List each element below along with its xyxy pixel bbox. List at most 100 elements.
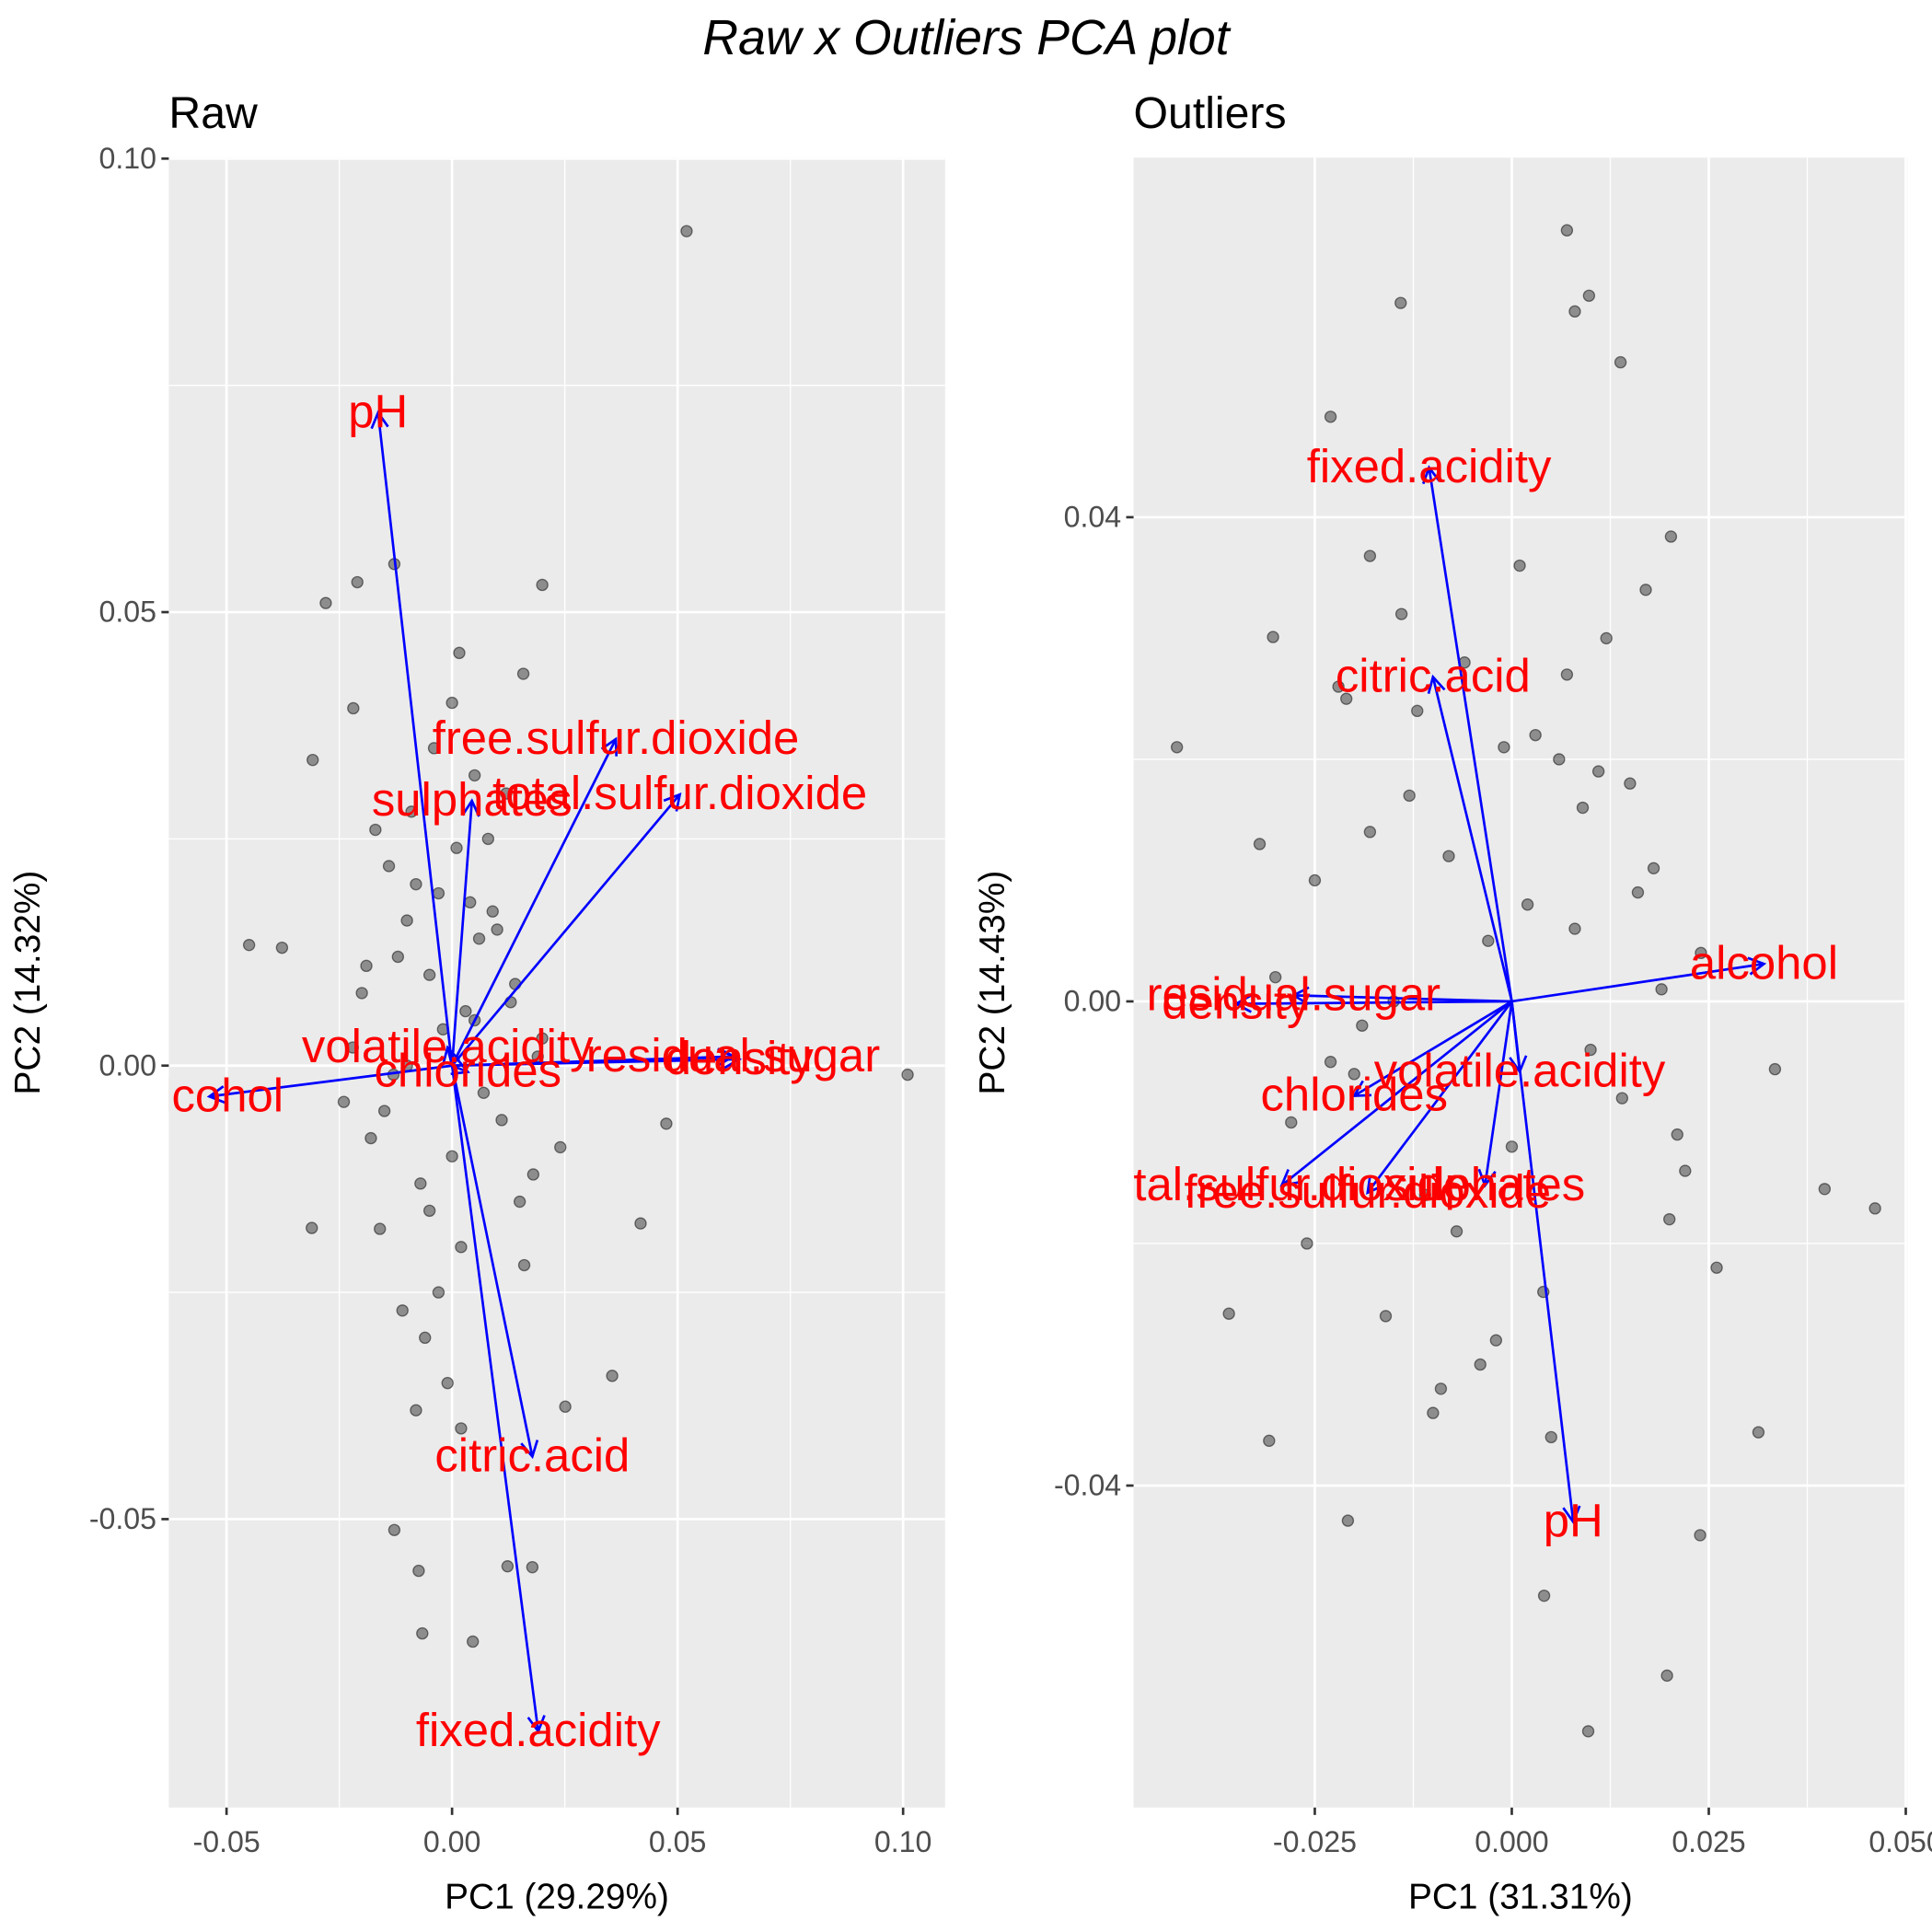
- arrow-head: [663, 792, 682, 812]
- loading-arrow: [1293, 994, 1512, 1003]
- point: [554, 1140, 567, 1154]
- arrow-head: [1279, 1169, 1300, 1187]
- point: [1752, 1426, 1765, 1439]
- point: [1348, 1068, 1360, 1081]
- point: [455, 1241, 468, 1254]
- loading-arrow: [1511, 962, 1764, 1003]
- point: [1379, 1310, 1393, 1323]
- loading-label: citric.acid: [1336, 650, 1531, 702]
- y-tick-label: 0.10: [99, 142, 157, 175]
- loading-label: volatile.acidity: [302, 1020, 594, 1072]
- arrow-head: [1747, 956, 1767, 976]
- loading-arrow: [1280, 1000, 1513, 1186]
- point: [455, 1422, 468, 1435]
- point: [459, 1004, 472, 1018]
- point: [337, 1095, 351, 1108]
- point: [1411, 704, 1424, 718]
- point: [1442, 850, 1455, 862]
- point: [400, 914, 413, 927]
- point: [453, 646, 466, 660]
- point: [1356, 1019, 1369, 1032]
- point: [1394, 607, 1408, 620]
- loading-arrow: [451, 1064, 469, 1073]
- loading-arrow: [1431, 677, 1513, 1002]
- loading-label: citric.acid: [434, 1429, 630, 1482]
- arrow-head: [1290, 986, 1310, 1005]
- x-axis-title: PC1 (29.29%): [445, 1878, 669, 1917]
- point: [1615, 1092, 1629, 1105]
- loading-label: density: [1162, 977, 1311, 1029]
- point: [441, 1376, 454, 1390]
- point: [1560, 224, 1574, 237]
- point: [472, 932, 486, 945]
- point: [419, 1331, 432, 1345]
- loading-arrow: [1484, 1001, 1513, 1186]
- point: [1394, 296, 1407, 309]
- x-tick-label: 0.050: [1868, 1825, 1932, 1858]
- point: [1222, 1307, 1235, 1320]
- point: [1568, 305, 1581, 318]
- point: [346, 1041, 360, 1054]
- point: [559, 1400, 572, 1413]
- loading-label: sulphates: [1385, 1158, 1586, 1210]
- point: [369, 823, 382, 837]
- loading-label: free.sulfur.dioxide: [1184, 1165, 1551, 1218]
- arrow-head: [461, 798, 480, 817]
- y-tick-label: 0.00: [99, 1048, 157, 1082]
- point: [414, 1177, 427, 1190]
- point: [1695, 946, 1707, 960]
- x-tick-label: -0.025: [1273, 1825, 1357, 1858]
- loading-arrow: [1353, 1000, 1513, 1097]
- loading-label: chlorides: [1260, 1069, 1448, 1121]
- loading-label: alcohol: [1690, 936, 1838, 989]
- point: [242, 938, 256, 952]
- point: [1710, 1261, 1723, 1274]
- point: [1614, 355, 1627, 369]
- loading-label: pH: [348, 385, 408, 437]
- point: [1664, 530, 1678, 543]
- arrow-head: [206, 1085, 226, 1105]
- point: [526, 1168, 540, 1181]
- y-tick-label: 0.05: [99, 596, 157, 629]
- point: [1553, 753, 1566, 766]
- point: [1768, 1062, 1782, 1076]
- point: [1624, 777, 1637, 790]
- point: [360, 959, 373, 973]
- point: [1301, 1237, 1313, 1250]
- x-tick-label: 0.025: [1672, 1825, 1745, 1858]
- plot-area: pH free.sulfur.dioxidetotal.sulfur.dioxid…: [168, 157, 945, 1808]
- arrow-head: [1427, 674, 1446, 694]
- point: [1505, 1140, 1519, 1153]
- point: [517, 1258, 531, 1272]
- point: [1418, 1188, 1431, 1202]
- arrow-head: [1421, 465, 1441, 485]
- point: [468, 769, 481, 782]
- loading-arrow: [450, 1065, 540, 1732]
- loading-label: residual.sugar: [1147, 967, 1441, 1020]
- x-axis-title: PC1 (31.31%): [1408, 1878, 1633, 1917]
- point: [1285, 1116, 1298, 1129]
- x-tick-label: 0.05: [649, 1825, 707, 1858]
- point: [660, 1117, 673, 1130]
- point: [1489, 1334, 1503, 1347]
- point: [486, 905, 499, 918]
- point: [422, 968, 436, 981]
- point: [445, 1150, 458, 1163]
- point: [374, 1222, 387, 1235]
- arrow-head: [1477, 1168, 1497, 1188]
- loading-label: chlorides: [375, 1045, 562, 1097]
- point: [1679, 1164, 1692, 1177]
- point: [1324, 411, 1337, 423]
- loading-arrow: [450, 1065, 534, 1457]
- point: [1544, 1430, 1557, 1444]
- point: [536, 578, 549, 592]
- point: [481, 832, 495, 846]
- y-tick-label: -0.05: [89, 1502, 156, 1535]
- arrow-head: [526, 1715, 546, 1734]
- point: [1818, 1183, 1832, 1196]
- point: [1427, 1406, 1440, 1419]
- point: [275, 941, 289, 954]
- point: [396, 1304, 409, 1317]
- point: [1568, 922, 1581, 935]
- point: [1639, 584, 1652, 596]
